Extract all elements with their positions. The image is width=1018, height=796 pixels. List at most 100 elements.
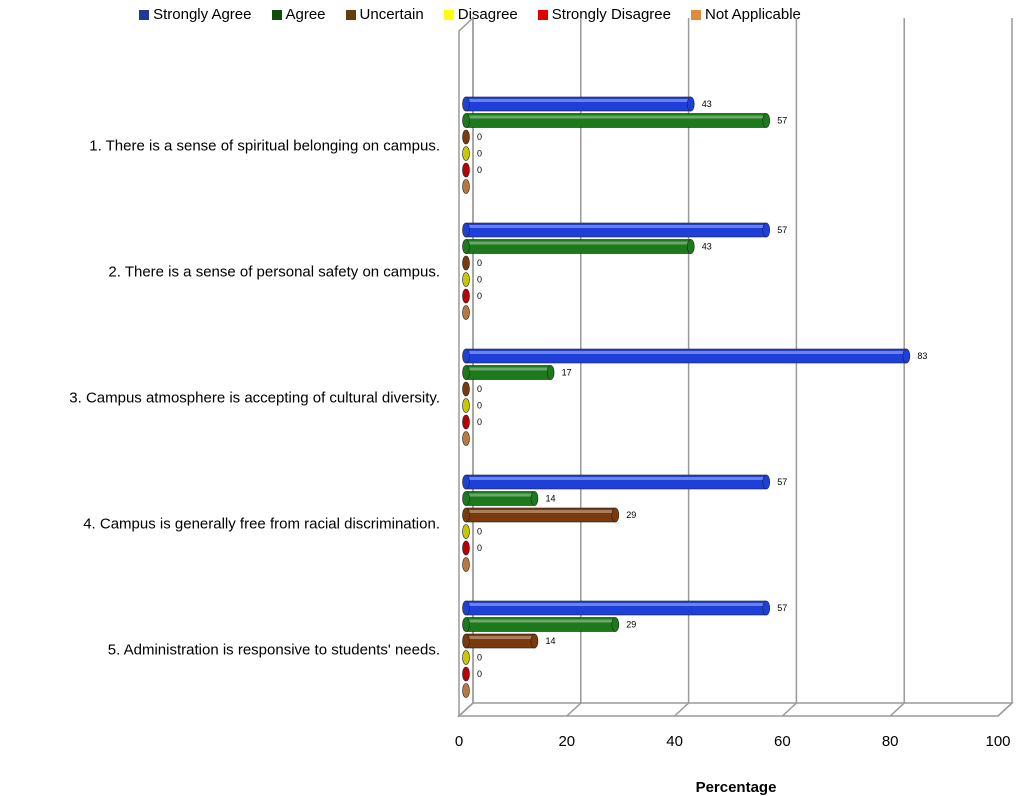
bar-end-cap (462, 557, 470, 572)
legend-item-uncertain: Uncertain (345, 6, 424, 23)
bar-end-cap (462, 650, 470, 665)
data-label: 0 (477, 165, 482, 175)
bar-start-cap (462, 96, 470, 112)
gridline (889, 18, 905, 717)
bar-end-cap (530, 491, 539, 506)
x-tick-label: 100 (985, 733, 1010, 750)
data-label: 57 (777, 477, 787, 487)
bar-end-cap (462, 146, 470, 161)
data-label: 0 (477, 149, 482, 159)
bar-highlight (466, 241, 691, 245)
bar-highlight (466, 493, 535, 497)
data-label: 0 (477, 132, 482, 142)
bar-start-cap (462, 507, 470, 523)
data-label: 0 (477, 275, 482, 285)
data-label: 14 (545, 494, 555, 504)
bar-highlight (466, 510, 616, 513)
bar-start-cap (462, 633, 470, 649)
data-label: 14 (545, 636, 555, 646)
bar-end-cap (462, 524, 470, 539)
category-label: 3. Campus atmosphere is accepting of cul… (69, 389, 440, 406)
legend-label: Not Applicable (705, 6, 801, 23)
legend-swatch (691, 9, 701, 20)
bar-end-cap (462, 540, 470, 556)
x-tick-label: 20 (558, 733, 575, 750)
x-tick-label: 60 (774, 733, 791, 750)
category-label: 4. Campus is generally free from racial … (83, 515, 440, 532)
bar-end-cap (530, 633, 539, 649)
gridline (997, 18, 1013, 717)
gridline (781, 18, 798, 717)
data-label: 0 (477, 669, 482, 679)
bar-start-cap (462, 348, 470, 364)
data-label: 83 (917, 351, 927, 361)
category-label: 5. Administration is responsive to stude… (108, 641, 440, 658)
x-tick-label: 0 (455, 733, 463, 750)
bar-start-cap (462, 600, 470, 616)
bar-end-cap (462, 129, 470, 145)
bar-highlight (466, 115, 767, 119)
data-label: 57 (777, 116, 787, 126)
data-label: 29 (626, 620, 636, 630)
bar-end-cap (462, 288, 470, 304)
bar-end-cap (462, 272, 470, 287)
legend-item-agree: Agree (271, 6, 326, 23)
legend-item-strongly-disagree: Strongly Disagree (537, 6, 671, 23)
category-label: 2. There is a sense of personal safety o… (108, 263, 440, 280)
bar-end-cap (462, 305, 470, 320)
legend-swatch (537, 9, 548, 20)
bar-start-cap (462, 491, 470, 506)
bar-highlight (466, 636, 535, 639)
legend-swatch (271, 9, 282, 20)
bar-highlight (466, 619, 616, 623)
data-label: 0 (477, 258, 482, 268)
bar-end-cap (762, 113, 771, 128)
bar-highlight (466, 225, 767, 228)
category-label: 1. There is a sense of spiritual belongi… (89, 137, 440, 154)
legend-swatch (139, 9, 150, 20)
legend-swatch (443, 9, 454, 20)
bar-end-cap (546, 365, 555, 380)
bar-highlight (466, 351, 907, 354)
data-label: 29 (626, 510, 636, 520)
legend-label: Strongly Disagree (551, 6, 671, 23)
bar-end-cap (686, 96, 695, 112)
legend-label: Agree (285, 6, 326, 23)
x-axis-title: Percentage (696, 779, 777, 796)
bar-end-cap (462, 683, 470, 698)
data-label: 57 (777, 225, 787, 235)
chart-floor (457, 702, 1014, 717)
bar-end-cap (611, 507, 620, 523)
legend-swatch (345, 9, 356, 20)
data-label: 0 (477, 291, 482, 301)
bar-end-cap (611, 617, 620, 632)
data-label: 0 (477, 543, 482, 553)
bar-end-cap (902, 348, 911, 364)
bar-start-cap (462, 113, 470, 128)
legend-label: Uncertain (359, 6, 424, 23)
bar-end-cap (762, 600, 771, 616)
data-label: 43 (702, 99, 712, 109)
bar-end-cap (462, 398, 470, 413)
bar-start-cap (462, 474, 470, 490)
bar-end-cap (462, 162, 470, 178)
bar-end-cap (686, 239, 695, 254)
data-label: 0 (477, 527, 482, 537)
data-label: 17 (562, 368, 572, 378)
bar-highlight (466, 367, 551, 371)
bar-end-cap (462, 414, 470, 430)
chart-legend: Strongly Agree Agree Uncertain Disagree Stro… (0, 6, 940, 23)
bar-start-cap (462, 222, 470, 238)
bar-start-cap (462, 239, 470, 254)
legend-item-strongly-agree: Strongly Agree (139, 6, 252, 23)
bar-start-cap (462, 365, 470, 380)
data-label: 0 (477, 401, 482, 411)
bar-end-cap (462, 255, 470, 271)
bar-end-cap (462, 381, 470, 397)
data-label: 43 (702, 242, 712, 252)
bar-highlight (466, 603, 767, 606)
x-tick-label: 40 (666, 733, 683, 750)
bar-end-cap (462, 431, 470, 446)
data-label: 0 (477, 653, 482, 663)
